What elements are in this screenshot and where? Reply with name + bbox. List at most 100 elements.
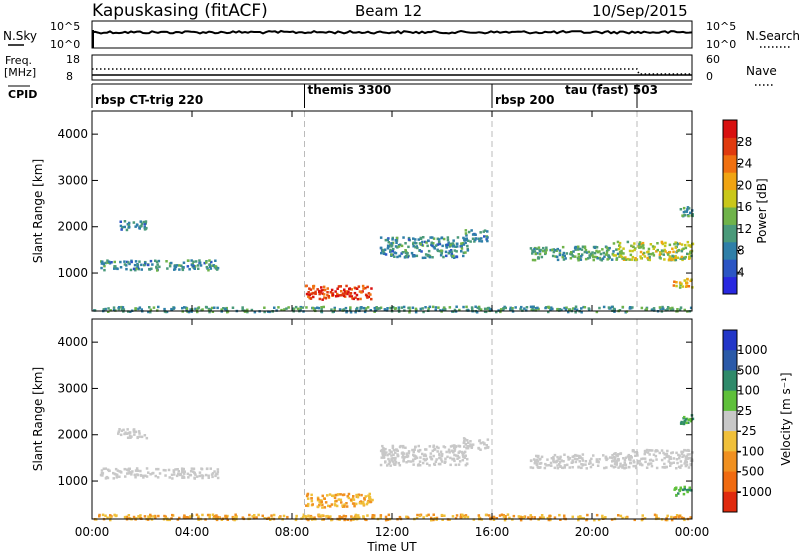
data-cell [333, 308, 336, 311]
colorbar-tick-label: 25 [737, 404, 752, 418]
data-cell [691, 242, 695, 246]
velocity-y-axis-title: Slant Range [km] [31, 367, 45, 471]
data-cell [109, 514, 112, 517]
data-cell [681, 257, 684, 260]
data-cell [430, 457, 433, 461]
data-cell [580, 463, 583, 466]
data-cell [683, 415, 686, 419]
freq-frame [91, 54, 693, 81]
data-cell [285, 307, 288, 310]
data-cell [356, 297, 360, 301]
data-cell [618, 309, 622, 312]
data-cell [235, 515, 238, 518]
data-cell [359, 297, 362, 301]
data-cell [602, 305, 606, 309]
data-cell [405, 515, 408, 519]
data-cell [381, 249, 385, 252]
data-cell [679, 257, 682, 260]
data-cell [569, 252, 572, 256]
data-cell [379, 306, 383, 309]
data-cell [473, 240, 476, 243]
data-cell [299, 305, 302, 309]
data-cell [365, 502, 369, 506]
data-cell [147, 471, 150, 474]
data-cell [336, 292, 339, 296]
data-cell [446, 243, 449, 246]
data-cell [331, 310, 335, 314]
data-cell [416, 513, 419, 517]
date-title: 10/Sep/2015 [592, 2, 688, 20]
data-cell [198, 259, 201, 262]
data-cell [464, 232, 468, 235]
data-cell [440, 460, 444, 463]
data-cell [147, 310, 150, 314]
data-cell [612, 250, 615, 253]
data-cell [143, 263, 146, 267]
data-cell [198, 474, 201, 478]
data-cell [152, 515, 155, 518]
data-cell [587, 307, 591, 310]
data-cell [689, 463, 692, 467]
data-cell [132, 428, 135, 432]
data-cell [457, 444, 460, 448]
data-cell [345, 505, 349, 508]
data-cell [142, 476, 145, 479]
data-cell [689, 419, 693, 423]
data-cell [658, 306, 662, 309]
data-cell [142, 220, 145, 224]
x-axis-title: Time UT [366, 540, 417, 554]
data-cell [231, 306, 235, 309]
data-cell [440, 454, 444, 458]
data-cell [647, 247, 651, 251]
data-cell [672, 461, 675, 464]
x-tick-label: 16:00 [475, 525, 510, 539]
data-cell [186, 472, 190, 476]
data-cell [500, 513, 504, 516]
data-cell [407, 306, 410, 310]
data-cell [689, 245, 692, 248]
data-cell [542, 516, 545, 519]
data-cell [547, 518, 551, 522]
data-cell [556, 308, 559, 311]
freq-left-label-1: Freq. [5, 54, 32, 67]
data-cell [549, 461, 553, 465]
data-cell [423, 453, 427, 456]
data-cell [632, 459, 635, 462]
data-cell [448, 518, 451, 521]
data-cell [405, 252, 409, 255]
data-cell [686, 240, 690, 244]
data-cell [675, 514, 679, 517]
data-cell [127, 223, 131, 227]
data-cell [561, 466, 564, 469]
colorbar-segment [723, 451, 737, 473]
data-cell [321, 514, 324, 517]
data-cell [384, 515, 388, 519]
data-cell [269, 518, 272, 521]
data-cell [520, 305, 523, 309]
data-cell [602, 251, 605, 255]
data-cell [185, 309, 188, 312]
data-cell [216, 468, 220, 471]
data-cell [112, 308, 116, 312]
data-cell [595, 246, 599, 249]
data-cell [278, 516, 281, 519]
data-cell [347, 496, 351, 500]
data-cell [208, 310, 211, 314]
data-cell [680, 450, 683, 454]
power-colorbar-title: Power [dB] [755, 178, 769, 243]
data-cell [388, 461, 392, 464]
data-cell [396, 454, 400, 458]
data-cell [460, 245, 463, 248]
data-cell [598, 306, 601, 310]
data-cell [267, 516, 270, 520]
data-cell [400, 252, 403, 255]
colorbar-tick-label: 8 [737, 244, 745, 258]
data-cell [194, 260, 198, 263]
data-cell [322, 305, 325, 309]
data-cell [415, 517, 419, 520]
data-cell [101, 513, 105, 517]
data-cell [433, 448, 436, 452]
data-cell [168, 264, 172, 268]
data-cell [401, 453, 405, 457]
data-cell [397, 308, 401, 311]
